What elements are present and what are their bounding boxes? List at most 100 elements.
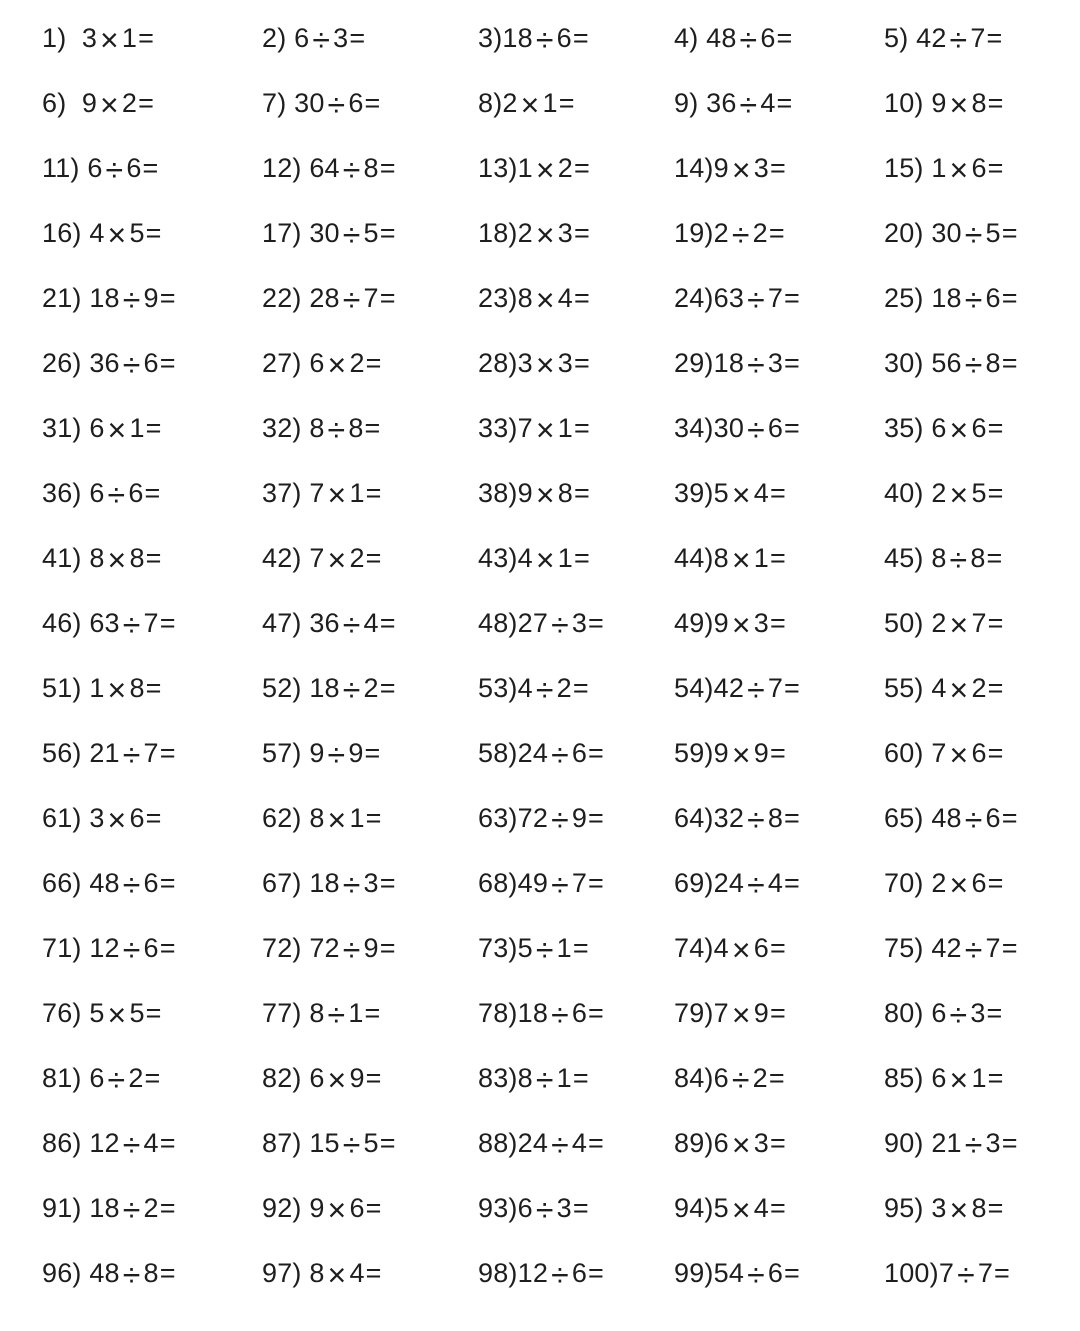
operand-a: 2 (713, 218, 729, 248)
equals-sign: = (572, 23, 589, 53)
problem-7: 7) 30 ÷ 6 = (262, 71, 478, 136)
problem-89: 89) 6 × 3 = (674, 1111, 884, 1176)
problem-16: 16) 4 × 5 = (42, 201, 262, 266)
problem-78: 78) 18 ÷ 6 = (478, 981, 674, 1046)
problem-58: 58) 24 ÷ 6 = (478, 721, 674, 786)
operand-a: 6 (294, 23, 310, 53)
equals-sign: = (365, 478, 382, 508)
operand-b: 2 (752, 1063, 768, 1093)
operand-a: 36 (309, 608, 340, 638)
operator-sign: × (731, 1191, 751, 1228)
operand-b: 7 (767, 283, 784, 313)
equals-sign: = (784, 283, 801, 313)
operand-a: 8 (713, 543, 729, 573)
problem-48: 48) 27 ÷ 3 = (478, 591, 674, 656)
problem-84: 84) 6 ÷ 2 = (674, 1046, 884, 1111)
operand-b: 3 (753, 1128, 769, 1158)
operator-sign: × (535, 151, 555, 188)
problem-5: 5) 42 ÷ 7 = (884, 6, 1080, 71)
problem-number: 65) (884, 803, 932, 833)
operand-a: 8 (89, 543, 105, 573)
problem-number: 36) (42, 478, 90, 508)
operand-b: 2 (128, 1063, 144, 1093)
operand-a: 3 (81, 23, 98, 53)
problem-45: 45) 8 ÷ 8 = (884, 526, 1080, 591)
problem-40: 40) 2 × 5 = (884, 461, 1080, 526)
equals-sign: = (379, 673, 396, 703)
equals-sign: = (987, 153, 1004, 183)
operator-sign: ÷ (964, 1126, 983, 1163)
problem-number: 19) (674, 218, 714, 248)
equals-sign: = (987, 608, 1004, 638)
operand-a: 7 (309, 478, 325, 508)
problem-33: 33) 7 × 1 = (478, 396, 674, 461)
operand-b: 3 (556, 1193, 572, 1223)
operator-sign: ÷ (342, 866, 361, 903)
operand-a: 18 (309, 673, 340, 703)
operator-sign: ÷ (107, 476, 126, 513)
problem-number: 85) (884, 1063, 932, 1093)
equals-sign: = (588, 803, 605, 833)
problem-73: 73) 5 ÷ 1 = (478, 916, 674, 981)
operator-sign: × (107, 801, 127, 838)
operator-sign: ÷ (535, 931, 554, 968)
problem-3: 3) 18 ÷ 6 = (478, 6, 674, 71)
operand-a: 7 (517, 413, 533, 443)
operator-sign: × (327, 346, 347, 383)
equals-sign: = (588, 1258, 605, 1288)
equals-sign: = (784, 1258, 801, 1288)
problem-number: 78) (478, 998, 518, 1028)
problem-number: 69) (674, 868, 714, 898)
operand-b: 1 (557, 543, 573, 573)
operand-a: 7 (931, 738, 947, 768)
operator-sign: × (107, 541, 127, 578)
operand-b: 1 (556, 933, 572, 963)
operand-a: 6 (89, 1063, 105, 1093)
operand-a: 18 (89, 1193, 120, 1223)
operand-a: 28 (309, 283, 340, 313)
operator-sign: × (949, 866, 969, 903)
operand-a: 24 (517, 1128, 549, 1158)
problem-number: 34) (674, 413, 714, 443)
problem-number: 6) (42, 88, 82, 118)
equals-sign: = (572, 933, 589, 963)
operand-a: 4 (713, 933, 729, 963)
equals-sign: = (986, 998, 1003, 1028)
operand-a: 42 (916, 23, 947, 53)
problem-number: 98) (478, 1258, 518, 1288)
operand-a: 8 (309, 998, 325, 1028)
operator-sign: × (949, 411, 969, 448)
problem-number: 62) (262, 803, 310, 833)
problem-64: 64) 32 ÷ 8 = (674, 786, 884, 851)
operand-b: 1 (556, 1063, 572, 1093)
problem-72: 72) 72 ÷ 9 = (262, 916, 478, 981)
problem-8: 8) 2 × 1 = (478, 71, 674, 136)
equals-sign: = (769, 998, 786, 1028)
operand-a: 4 (931, 673, 947, 703)
operator-sign: × (949, 151, 969, 188)
operator-sign: × (949, 86, 969, 123)
operand-a: 6 (89, 413, 105, 443)
operand-b: 6 (985, 803, 1001, 833)
operator-sign: × (107, 671, 127, 708)
operand-b: 4 (143, 1128, 159, 1158)
operator-sign: ÷ (551, 801, 569, 838)
equals-sign: = (769, 543, 786, 573)
problem-99: 99) 54 ÷ 6 = (674, 1241, 884, 1306)
operand-b: 2 (121, 88, 138, 118)
operand-a: 8 (517, 283, 533, 313)
operand-b: 9 (571, 803, 588, 833)
equals-sign: = (588, 998, 605, 1028)
operand-b: 8 (971, 1193, 987, 1223)
operand-a: 21 (89, 738, 120, 768)
problem-70: 70) 2 × 6 = (884, 851, 1080, 916)
operator-sign: ÷ (122, 606, 141, 643)
operator-sign: ÷ (551, 996, 569, 1033)
problem-51: 51) 1 × 8 = (42, 656, 262, 721)
operator-sign: × (535, 411, 555, 448)
problem-number: 30) (884, 348, 932, 378)
equals-sign: = (768, 218, 785, 248)
equals-sign: = (365, 1063, 382, 1093)
operator-sign: ÷ (105, 151, 124, 188)
operand-b: 6 (556, 23, 572, 53)
